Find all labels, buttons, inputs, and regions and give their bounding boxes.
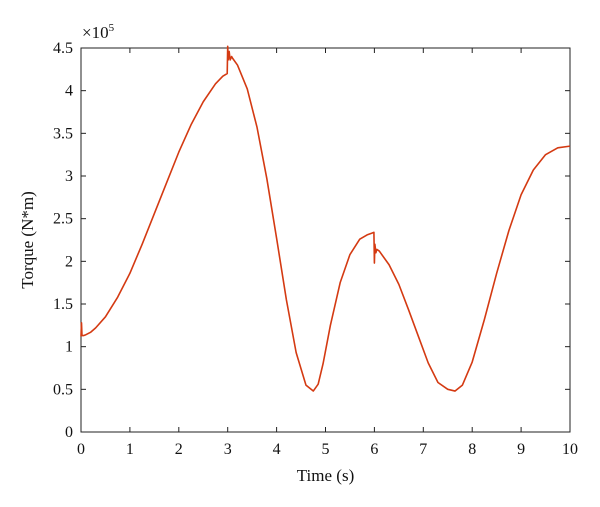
- y-tick-label: 2: [65, 253, 73, 270]
- x-tick-label: 8: [468, 441, 476, 458]
- y-tick-label: 1: [65, 339, 73, 356]
- x-tick-label: 7: [419, 441, 427, 458]
- x-tick-label: 5: [322, 441, 330, 458]
- x-tick-label: 6: [370, 441, 378, 458]
- y-tick-label: 1.5: [53, 296, 73, 313]
- y-tick-label: 3: [65, 168, 73, 185]
- y-tick-label: 4.5: [53, 40, 73, 57]
- torque-series-line: [80, 45, 571, 392]
- y-tick-label: 3.5: [53, 125, 73, 142]
- x-tick-labels: 0 1 2 3 4 5 6 7 8 9 10: [77, 441, 578, 458]
- x-tick-label: 2: [175, 441, 183, 458]
- y-tick-label: 2.5: [53, 211, 73, 228]
- x-tick-label: 0: [77, 441, 85, 458]
- x-tick-label: 10: [562, 441, 578, 458]
- x-tick-label: 4: [273, 441, 281, 458]
- x-tick-label: 1: [126, 441, 134, 458]
- axis-ticks: [80, 47, 571, 433]
- y-axis-title: Torque (N*m): [18, 191, 37, 288]
- y-tick-label: 0: [65, 424, 73, 441]
- y-axis-multiplier: ×105: [82, 22, 115, 42]
- y-tick-labels: 0 0.5 1 1.5 2 2.5 3 3.5 4 4.5: [53, 40, 73, 441]
- plot-frame: [80, 47, 571, 433]
- series-group: [80, 45, 571, 392]
- x-tick-label: 9: [517, 441, 525, 458]
- y-tick-label: 0.5: [53, 381, 73, 398]
- x-tick-label: 3: [224, 441, 232, 458]
- x-axis-title: Time (s): [297, 466, 354, 485]
- y-tick-label: 4: [65, 83, 73, 100]
